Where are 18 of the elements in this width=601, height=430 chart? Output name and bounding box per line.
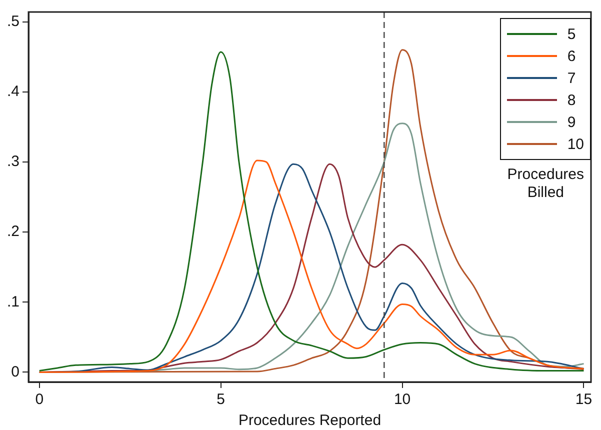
y-tick-label: .2 bbox=[6, 223, 20, 240]
legend-label: 5 bbox=[567, 26, 576, 42]
x-tick-label: 5 bbox=[216, 391, 226, 408]
y-tick-label: .1 bbox=[6, 293, 20, 310]
legend-title: Procedures Billed bbox=[506, 166, 586, 202]
x-axis-title: Procedures Reported bbox=[238, 412, 382, 430]
legend-label: 10 bbox=[567, 136, 584, 152]
y-tick-label: .5 bbox=[6, 12, 20, 30]
y-tick-label: .4 bbox=[6, 83, 20, 100]
legend-label: 7 bbox=[567, 70, 576, 86]
x-tick-label: 10 bbox=[394, 391, 411, 408]
legend-label: 8 bbox=[567, 92, 576, 108]
x-tick-label: 0 bbox=[35, 391, 44, 408]
legend-label: 6 bbox=[567, 48, 576, 64]
y-tick-label: 0 bbox=[11, 363, 20, 380]
x-tick-label: 15 bbox=[575, 391, 592, 408]
y-tick-label: .3 bbox=[6, 153, 20, 170]
legend-label: 9 bbox=[567, 114, 576, 130]
